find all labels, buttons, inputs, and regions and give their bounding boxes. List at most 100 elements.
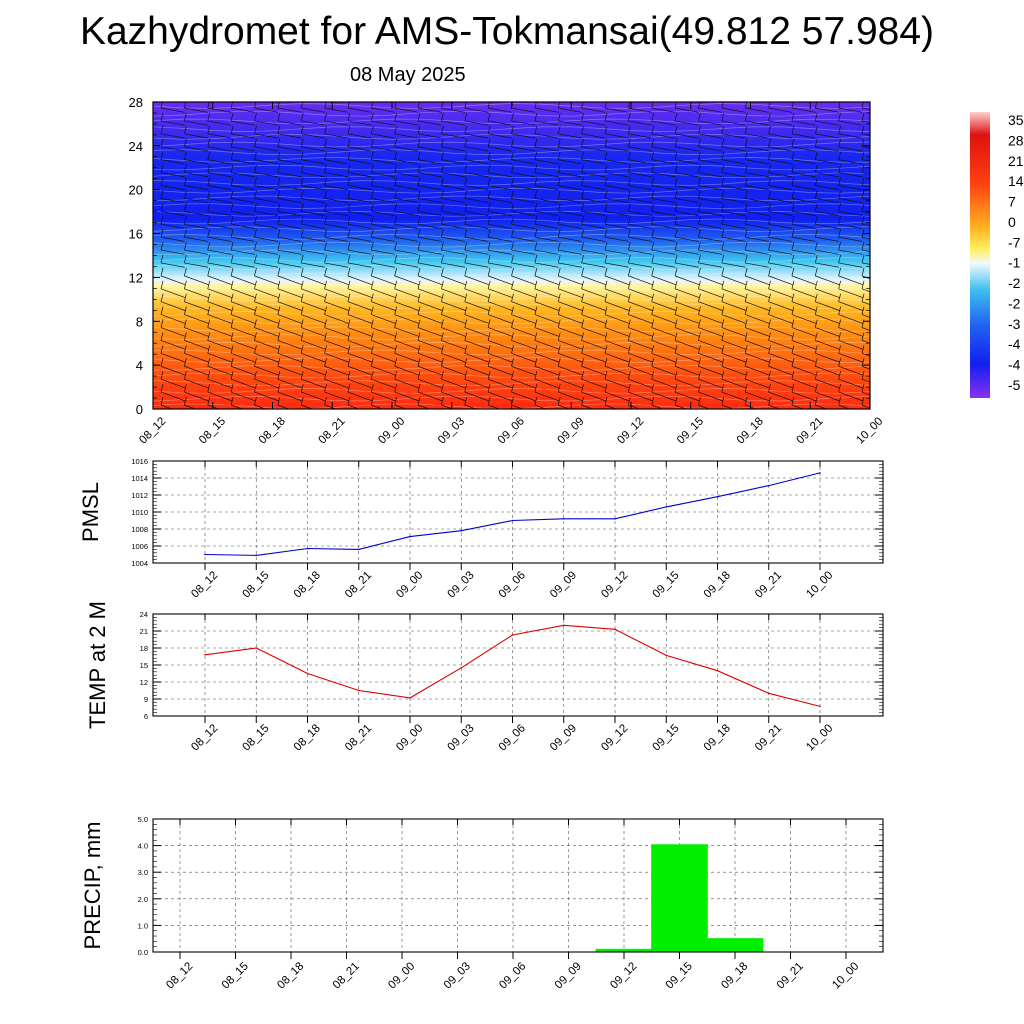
wind-barb [371, 146, 395, 152]
wind-barb [394, 185, 419, 191]
wind-barb [628, 120, 653, 126]
pmsl-point [665, 506, 668, 508]
wind-barb-flag [277, 177, 281, 186]
wind-barb-flag [300, 151, 304, 160]
wind-barb [254, 340, 280, 350]
x-tick-label: 09_00 [376, 415, 407, 446]
wind-barb-flag [791, 345, 795, 354]
wind-barb-flag [791, 241, 795, 251]
wind-barb [721, 353, 747, 363]
wind-barb-flag [300, 102, 304, 109]
wind-barb [277, 120, 302, 126]
wind-barb-flag [698, 177, 701, 186]
wind-barb [768, 159, 793, 165]
wind-barb-flag [230, 345, 234, 354]
wind-barb [488, 365, 513, 376]
wind-barb-flag [300, 190, 304, 199]
wind-barb-flag [768, 358, 771, 367]
wind-barb [768, 340, 794, 350]
wind-barb-flag [277, 358, 281, 367]
wind-barb [768, 262, 793, 268]
y-tick-label: 18 [140, 644, 148, 653]
wind-barb-flag [300, 203, 304, 212]
y-tick-label: 9 [144, 695, 148, 704]
wind-barb [277, 340, 303, 350]
wind-barb-flag [394, 267, 398, 276]
wind-barb-flag [230, 254, 234, 264]
wind-barb [160, 120, 185, 126]
wind-barb-flag [721, 358, 725, 367]
wind-barb-flag [721, 151, 725, 160]
wind-barb-flag [721, 203, 725, 212]
wind-barb [254, 120, 279, 126]
wind-barb [791, 288, 817, 299]
wind-barb [861, 378, 870, 383]
wind-barb-flag [464, 345, 468, 354]
wind-barb [347, 236, 372, 242]
wind-barb-flag [698, 371, 701, 380]
wind-barb-flag [370, 371, 374, 380]
wind-barb-flag [254, 306, 257, 315]
wind-barb-flag [861, 306, 865, 315]
wind-barb-flag [838, 102, 841, 109]
wind-barb [558, 223, 582, 229]
wind-barb [604, 327, 630, 337]
wind-barb [441, 223, 466, 229]
wind-barb [511, 353, 537, 363]
wind-barb-flag [417, 151, 421, 160]
wind-barb [745, 133, 769, 139]
wind-barb-flag [300, 319, 304, 328]
wind-barb-flag [581, 319, 584, 328]
temp-point [614, 628, 616, 631]
wind-barb [721, 404, 734, 409]
wind-barb [721, 210, 746, 216]
wind-barb-flag [254, 164, 257, 173]
x-tick-label: 09_12 [608, 960, 639, 991]
wind-barb [417, 198, 442, 204]
wind-barb [651, 223, 676, 229]
wind-barb-flag [651, 112, 655, 121]
wind-barb [768, 146, 793, 152]
wind-barb-flag [721, 216, 725, 225]
wind-barb-flag [184, 138, 187, 147]
wind-barb [160, 249, 185, 255]
wind-barb-flag [744, 319, 748, 328]
wind-barb-flag [254, 345, 257, 354]
wind-barb [488, 198, 512, 204]
wind-barb-flag [814, 102, 818, 109]
wind-barb-flag [324, 229, 327, 238]
wind-barb-flag [277, 125, 281, 134]
wind-barb-flag [674, 396, 678, 406]
wind-barb [838, 353, 864, 363]
wind-barb-flag [674, 164, 678, 173]
wind-barb [815, 198, 839, 204]
wind-barb [488, 288, 513, 299]
wind-barb [791, 185, 816, 191]
wind-barb-flag [838, 216, 841, 225]
wind-barb [230, 404, 244, 409]
y-tick-label: 12 [140, 678, 148, 687]
x-tick-label: 09_18 [702, 569, 733, 600]
wind-barb-flag [160, 138, 164, 147]
wind-barb-flag [814, 358, 818, 367]
wind-barb-flag [207, 102, 210, 109]
wind-barb [488, 249, 512, 255]
wind-barb [277, 249, 302, 255]
wind-barb [628, 275, 653, 286]
wind-barb-flag [370, 125, 374, 134]
wind-barb-flag [674, 177, 678, 186]
wind-barb-flag [557, 177, 561, 186]
wind-barb-flag [207, 216, 211, 225]
wind-barb-flag [464, 358, 468, 367]
wind-barb [230, 353, 256, 363]
wind-barb [394, 365, 420, 376]
wind-barb-flag [277, 384, 281, 393]
wind-barb-flag [487, 254, 491, 264]
wind-barb [675, 120, 699, 126]
pmsl-point [511, 519, 514, 522]
wind-barb [815, 391, 840, 402]
x-tick-label: 09_21 [775, 960, 806, 991]
wind-barb [488, 340, 513, 350]
wind-barb-flag [324, 216, 327, 225]
wind-barb-flag [160, 229, 164, 238]
